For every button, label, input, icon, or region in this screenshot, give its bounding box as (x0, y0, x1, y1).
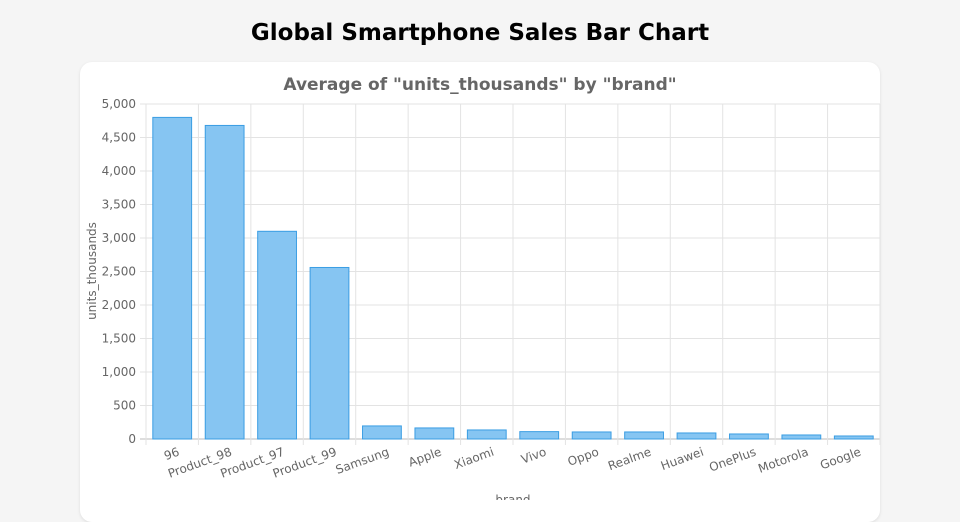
x-tick-label: Xiaomi (452, 445, 496, 472)
x-tick-label: Oppo (566, 445, 601, 469)
bar-Product_99 (309, 266, 350, 440)
bar-Xiaomi (466, 429, 507, 440)
bar-Product_97 (257, 230, 297, 440)
y-axis-label: units_thousands (85, 222, 99, 320)
bar-96 (152, 116, 193, 440)
bar-Realme (624, 431, 664, 440)
x-tick-label: 96 (162, 445, 181, 463)
page-title: Global Smartphone Sales Bar Chart (250, 20, 710, 46)
x-tick-label: Vivo (519, 445, 548, 467)
x-tick-label: OnePlus (707, 445, 758, 475)
x-tick-label: Google (818, 445, 863, 473)
bar-Vivo (519, 431, 560, 440)
x-axis-label: brand (495, 493, 530, 500)
y-tick-label: 1,500 (102, 332, 136, 346)
y-tick-label: 2,000 (102, 298, 136, 312)
y-tick-label: 3,000 (102, 231, 136, 245)
chart-title: Average of "units_thousands" by "brand" (283, 75, 676, 95)
bar-Huawei (676, 432, 717, 440)
x-tick-label: Realme (606, 445, 653, 474)
y-tick-label: 500 (113, 399, 136, 413)
y-tick-label: 4,500 (102, 131, 136, 145)
y-tick-label: 4,000 (102, 164, 136, 178)
y-tick-label: 0 (128, 432, 136, 446)
bar-Google (833, 435, 874, 440)
bar-Oppo (571, 431, 612, 440)
bar-Motorola (781, 434, 822, 440)
y-tick-label: 2,500 (102, 265, 136, 279)
y-tick-label: 1,000 (102, 365, 136, 379)
bar-Samsung (362, 425, 402, 440)
x-tick-label: Samsung (334, 445, 391, 477)
x-tick-label: Apple (406, 445, 443, 470)
bar-Product_98 (204, 124, 245, 440)
x-tick-label: Motorola (756, 445, 810, 476)
bar-Apple (414, 427, 455, 440)
bar-chart: Average of "units_thousands" by "brand" 0… (85, 75, 881, 500)
y-tick-label: 5,000 (102, 97, 136, 111)
x-tick-label: Huawei (659, 445, 706, 473)
bar-OnePlus (729, 433, 769, 440)
y-tick-label: 3,500 (102, 198, 136, 212)
